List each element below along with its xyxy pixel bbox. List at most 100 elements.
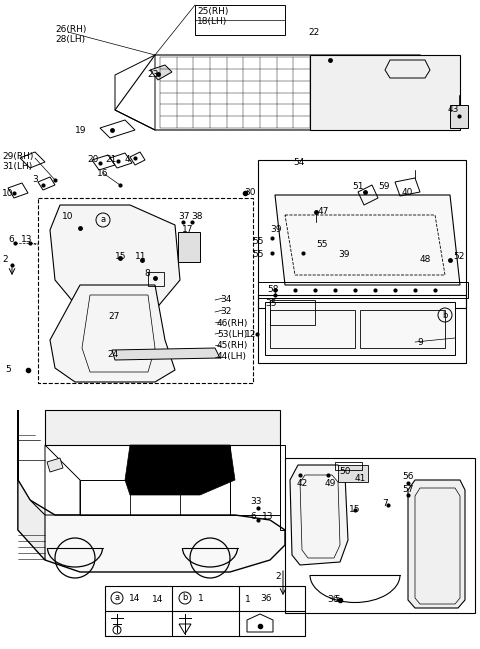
Text: 42: 42: [297, 479, 308, 488]
Text: 55: 55: [316, 240, 327, 249]
Text: 13: 13: [21, 235, 33, 244]
Polygon shape: [112, 348, 220, 360]
Text: 8: 8: [144, 269, 150, 278]
Text: 3: 3: [32, 175, 38, 184]
Text: 55: 55: [252, 237, 264, 246]
Text: 58: 58: [267, 285, 278, 294]
Text: 43: 43: [448, 105, 459, 114]
Polygon shape: [50, 205, 180, 310]
Text: 10: 10: [2, 189, 13, 198]
Bar: [270, 300, 315, 325]
Text: 36: 36: [260, 594, 272, 603]
Text: 10: 10: [62, 212, 73, 221]
Text: 6: 6: [250, 512, 256, 521]
Text: 32: 32: [220, 307, 231, 316]
Text: 51: 51: [352, 182, 363, 191]
Text: 54: 54: [293, 158, 304, 167]
Text: 2: 2: [275, 572, 281, 581]
Text: 13: 13: [262, 512, 274, 521]
Polygon shape: [150, 65, 172, 80]
Bar: [178, 232, 200, 262]
Bar: [258, 282, 468, 298]
Bar: [258, 295, 466, 363]
Text: 56: 56: [402, 472, 413, 481]
Text: b: b: [182, 593, 188, 602]
Text: 45(RH): 45(RH): [217, 341, 248, 350]
Text: b: b: [442, 310, 448, 319]
Bar: [270, 310, 355, 348]
Text: 14: 14: [152, 595, 163, 604]
Text: 12: 12: [245, 330, 256, 339]
Text: 52: 52: [453, 252, 464, 261]
Text: 59: 59: [378, 182, 389, 191]
Text: 30: 30: [244, 188, 255, 197]
Polygon shape: [265, 302, 455, 355]
Polygon shape: [47, 458, 63, 472]
Text: 23: 23: [147, 70, 158, 79]
Bar: [258, 160, 466, 308]
Text: 20: 20: [87, 155, 98, 164]
Text: 28(LH): 28(LH): [55, 35, 85, 44]
Text: 9: 9: [417, 338, 423, 347]
Bar: [360, 310, 445, 348]
Text: 31(LH): 31(LH): [2, 162, 32, 171]
Text: 37: 37: [178, 212, 190, 221]
Polygon shape: [125, 445, 235, 495]
Text: 18(LH): 18(LH): [197, 17, 227, 26]
Text: 5: 5: [5, 365, 11, 374]
Text: 16: 16: [97, 169, 108, 178]
Text: 36: 36: [327, 595, 338, 604]
Text: 21: 21: [105, 155, 116, 164]
Text: 11: 11: [135, 252, 146, 261]
Polygon shape: [310, 55, 460, 130]
Text: 48: 48: [420, 255, 432, 264]
Bar: [38, 198, 253, 383]
Text: 7: 7: [382, 499, 388, 508]
Text: 17: 17: [182, 225, 193, 234]
Polygon shape: [18, 410, 285, 572]
Text: 47: 47: [318, 207, 329, 216]
Bar: [285, 458, 475, 613]
Text: 53(LH): 53(LH): [217, 330, 247, 339]
Text: 4: 4: [125, 155, 131, 164]
Text: 15: 15: [349, 505, 360, 514]
Text: a: a: [114, 593, 120, 602]
Text: 29(RH): 29(RH): [2, 152, 34, 161]
Text: 44(LH): 44(LH): [217, 352, 247, 361]
Text: 39: 39: [270, 225, 281, 234]
Text: 49: 49: [325, 479, 336, 488]
Text: 25(RH): 25(RH): [197, 7, 228, 16]
Polygon shape: [50, 285, 175, 382]
Text: 40: 40: [402, 188, 413, 197]
Text: 1: 1: [245, 595, 251, 604]
Text: 55: 55: [252, 250, 264, 259]
Text: 38: 38: [191, 212, 203, 221]
Text: 50: 50: [339, 467, 350, 476]
Bar: [148, 272, 164, 286]
Text: 15: 15: [115, 252, 127, 261]
Polygon shape: [290, 465, 348, 565]
Text: 6: 6: [8, 235, 14, 244]
Bar: [195, 5, 285, 35]
Text: 19: 19: [75, 126, 86, 135]
Polygon shape: [18, 480, 45, 560]
Text: 41: 41: [355, 474, 366, 483]
Text: 34: 34: [220, 295, 231, 304]
Text: 39: 39: [338, 250, 349, 259]
Text: 35: 35: [265, 299, 276, 308]
Text: 24: 24: [107, 350, 118, 359]
Polygon shape: [275, 195, 460, 285]
Text: 14: 14: [129, 594, 140, 603]
Polygon shape: [408, 480, 465, 608]
Text: 1: 1: [198, 594, 204, 603]
Polygon shape: [45, 410, 280, 445]
Text: 26(RH): 26(RH): [55, 25, 86, 34]
Polygon shape: [450, 105, 468, 128]
Text: 2: 2: [2, 255, 8, 264]
Bar: [105, 586, 305, 636]
Text: 46(RH): 46(RH): [217, 319, 248, 328]
Text: 27: 27: [108, 312, 120, 321]
Text: 57: 57: [402, 485, 413, 494]
Text: 22: 22: [308, 28, 319, 37]
Polygon shape: [338, 465, 368, 482]
